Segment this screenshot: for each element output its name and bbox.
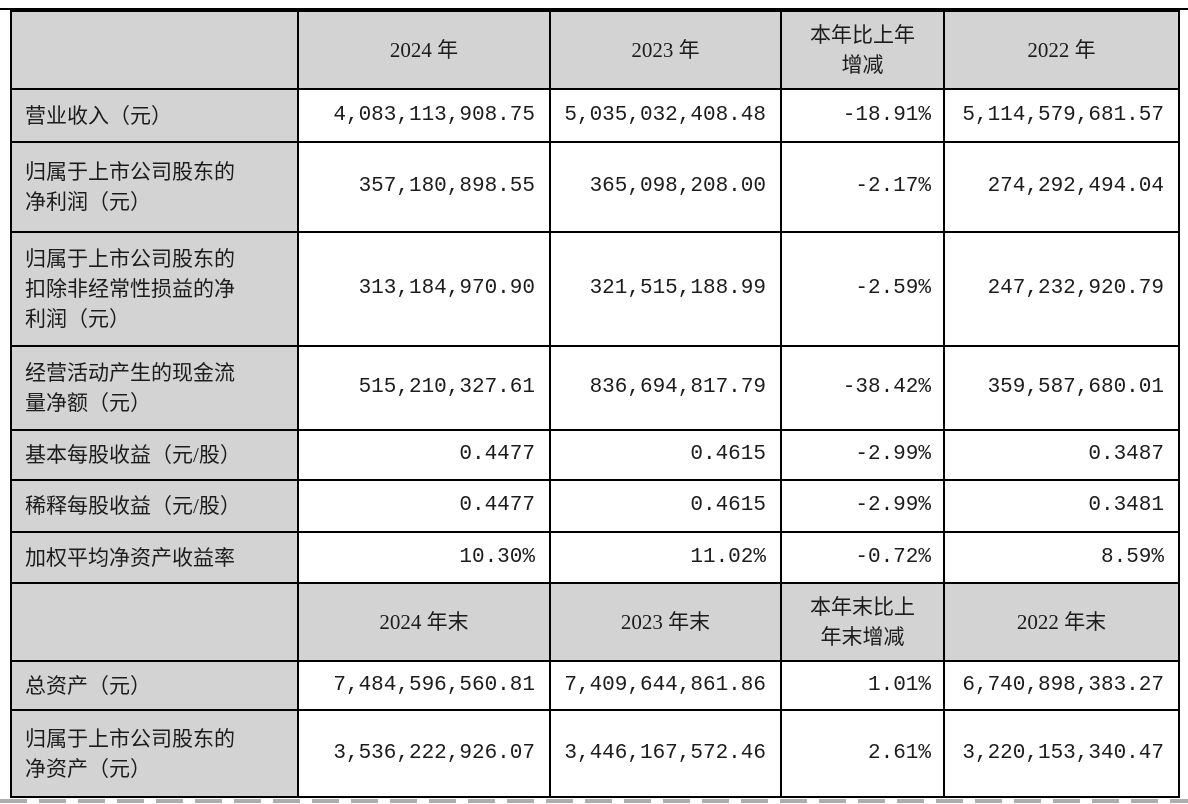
table-row-net-profit-excl-nonrecurring: 归属于上市公司股东的扣除非经常性损益的净利润（元） 313,184,970.90…: [10, 231, 1180, 347]
col-header-2024: 2024 年: [297, 10, 551, 90]
row-label: 稀释每股收益（元/股）: [10, 479, 299, 533]
table-row-weighted-avg-roe: 加权平均净资产收益率 10.30% 11.02% -0.72% 8.59%: [10, 531, 1180, 584]
value-2024: 515,210,327.61: [297, 345, 551, 431]
value-change: 2.61%: [780, 709, 945, 798]
value-change: -2.99%: [780, 479, 945, 533]
value-2024: 10.30%: [297, 531, 551, 584]
value-2022: 274,292,494.04: [943, 141, 1180, 233]
row-label: 加权平均净资产收益率: [10, 531, 299, 584]
annual-header-row: 2024 年 2023 年 本年比上年增减 2022 年: [10, 10, 1180, 90]
value-change: -0.72%: [780, 531, 945, 584]
value-2024: 357,180,898.55: [297, 141, 551, 233]
value-2022: 5,114,579,681.57: [943, 88, 1180, 143]
table-row-basic-eps: 基本每股收益（元/股） 0.4477 0.4615 -2.99% 0.3487: [10, 429, 1180, 481]
bottom-dashed-divider: [0, 799, 1188, 803]
row-label: 总资产（元）: [10, 660, 299, 711]
key-financials-table: 2024 年 2023 年 本年比上年增减 2022 年 营业收入（元） 4,0…: [10, 10, 1180, 798]
value-change: 1.01%: [780, 660, 945, 711]
value-2023: 7,409,644,861.86: [549, 660, 782, 711]
value-2023: 11.02%: [549, 531, 782, 584]
value-2024: 313,184,970.90: [297, 231, 551, 347]
value-change: -38.42%: [780, 345, 945, 431]
table-row-net-assets: 归属于上市公司股东的净资产（元） 3,536,222,926.07 3,446,…: [10, 709, 1180, 798]
table-row-diluted-eps: 稀释每股收益（元/股） 0.4477 0.4615 -2.99% 0.3481: [10, 479, 1180, 533]
corner-blank-cell: [10, 10, 299, 90]
value-change: -18.91%: [780, 88, 945, 143]
value-2023: 836,694,817.79: [549, 345, 782, 431]
col-header-2023-eoy: 2023 年末: [549, 582, 782, 662]
eoy-header-row: 2024 年末 2023 年末 本年末比上年末增减 2022 年末: [10, 582, 1180, 662]
row-label: 归属于上市公司股东的扣除非经常性损益的净利润（元）: [10, 231, 299, 347]
value-2023: 365,098,208.00: [549, 141, 782, 233]
row-label: 归属于上市公司股东的净利润（元）: [10, 141, 299, 233]
value-2024: 3,536,222,926.07: [297, 709, 551, 798]
table-row-revenue: 营业收入（元） 4,083,113,908.75 5,035,032,408.4…: [10, 88, 1180, 143]
value-2023: 321,515,188.99: [549, 231, 782, 347]
value-2024: 0.4477: [297, 479, 551, 533]
value-2023: 0.4615: [549, 429, 782, 481]
value-2022: 247,232,920.79: [943, 231, 1180, 347]
value-change: -2.59%: [780, 231, 945, 347]
table-row-operating-cash-flow: 经营活动产生的现金流量净额（元） 515,210,327.61 836,694,…: [10, 345, 1180, 431]
value-2024: 4,083,113,908.75: [297, 88, 551, 143]
value-2024: 7,484,596,560.81: [297, 660, 551, 711]
value-2023: 0.4615: [549, 479, 782, 533]
row-label: 营业收入（元）: [10, 88, 299, 143]
col-header-2023: 2023 年: [549, 10, 782, 90]
col-header-eoy-change: 本年末比上年末增减: [780, 582, 945, 662]
value-2022: 0.3487: [943, 429, 1180, 481]
value-2023: 3,446,167,572.46: [549, 709, 782, 798]
value-change: -2.99%: [780, 429, 945, 481]
col-header-2022: 2022 年: [943, 10, 1180, 90]
value-2022: 3,220,153,340.47: [943, 709, 1180, 798]
col-header-yoy-change: 本年比上年增减: [780, 10, 945, 90]
value-2022: 359,587,680.01: [943, 345, 1180, 431]
table-row-total-assets: 总资产（元） 7,484,596,560.81 7,409,644,861.86…: [10, 660, 1180, 711]
value-2022: 6,740,898,383.27: [943, 660, 1180, 711]
row-label: 归属于上市公司股东的净资产（元）: [10, 709, 299, 798]
value-2022: 8.59%: [943, 531, 1180, 584]
table-row-net-profit: 归属于上市公司股东的净利润（元） 357,180,898.55 365,098,…: [10, 141, 1180, 233]
value-2023: 5,035,032,408.48: [549, 88, 782, 143]
col-header-2024-eoy: 2024 年末: [297, 582, 551, 662]
top-divider: [0, 8, 1188, 10]
row-label: 基本每股收益（元/股）: [10, 429, 299, 481]
row-label: 经营活动产生的现金流量净额（元）: [10, 345, 299, 431]
corner-blank-cell: [10, 582, 299, 662]
value-2022: 0.3481: [943, 479, 1180, 533]
value-change: -2.17%: [780, 141, 945, 233]
col-header-2022-eoy: 2022 年末: [943, 582, 1180, 662]
value-2024: 0.4477: [297, 429, 551, 481]
